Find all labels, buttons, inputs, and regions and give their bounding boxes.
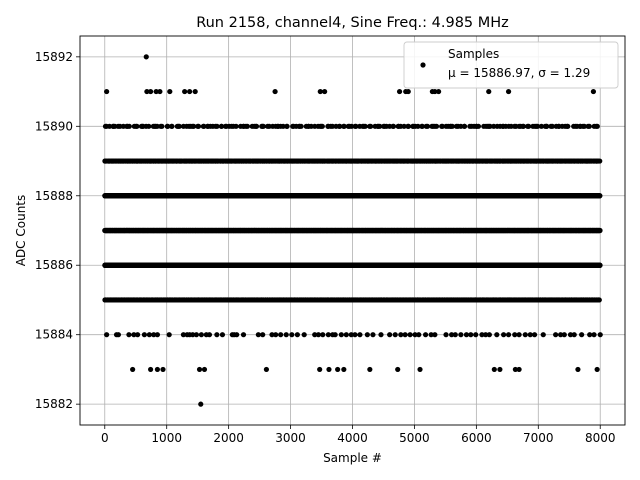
data-points (102, 54, 603, 407)
data-point (596, 297, 602, 303)
data-point (597, 262, 603, 268)
